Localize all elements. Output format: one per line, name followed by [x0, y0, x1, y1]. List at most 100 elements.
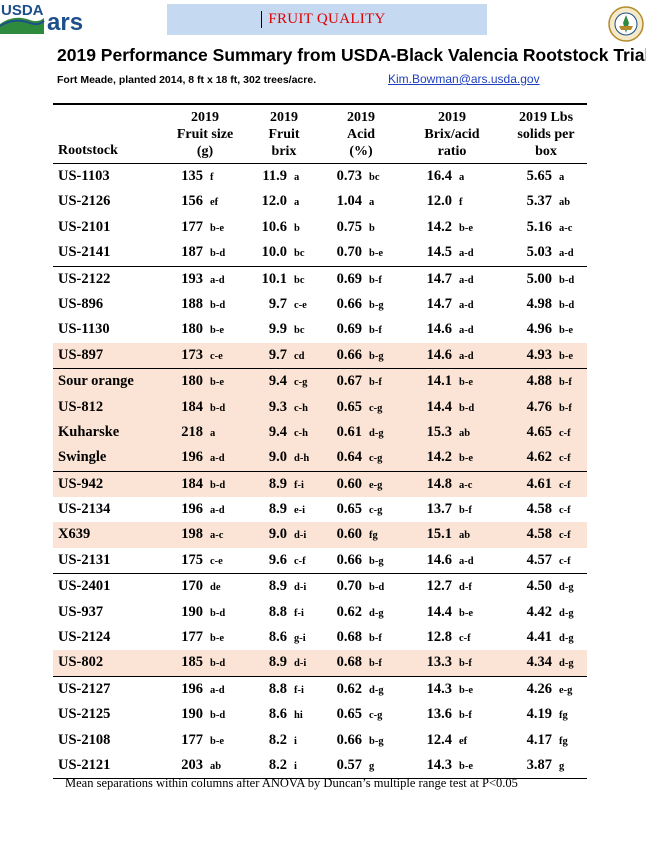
- cell-fruit-size: 173 c-e: [165, 347, 223, 364]
- cell-letter-group: f-i: [294, 479, 304, 491]
- cell-brix-acid-ratio: 14.4 b-e: [418, 604, 473, 621]
- cell-brix-acid-ratio: 13.3 b-f: [418, 654, 472, 671]
- cell-letter-group: c-f: [559, 555, 571, 567]
- cell-value: 15.3: [426, 423, 452, 440]
- cell-value: 0.69: [336, 270, 362, 287]
- cell-lbs-solids: 4.98 b-d: [518, 296, 575, 313]
- cell-letter-group: d-g: [559, 633, 574, 645]
- cell-fruit-brix: 8.9 e-i: [255, 501, 305, 518]
- cell-value: 177: [181, 629, 203, 646]
- cell-fruit-size: 135 f: [165, 168, 213, 185]
- cell-fruit-size: 170 de: [165, 578, 220, 595]
- cell-letter-group: d-g: [369, 427, 384, 439]
- cell-letter-group: b-e: [459, 607, 473, 619]
- contact-email-link[interactable]: Kim.Bowman@ars.usda.gov: [388, 72, 540, 86]
- cell-value: 9.0: [268, 449, 287, 466]
- cell-lbs-solids: 3.87 g: [518, 757, 565, 774]
- cell-letter-group: bc: [294, 325, 305, 337]
- header-line: 2019 Lbs: [518, 110, 574, 125]
- cell-value: 14.3: [426, 680, 452, 697]
- cell-brix-acid-ratio: 16.4 a: [418, 168, 465, 185]
- header-line: 2019: [347, 110, 375, 125]
- cell-fruit-size: 203 ab: [165, 757, 221, 774]
- rootstock-name: US-2101: [58, 218, 111, 235]
- cell-value: 187: [181, 244, 203, 261]
- cell-value: 12.4: [426, 731, 452, 748]
- cell-fruit-size: 184 b-d: [165, 476, 225, 493]
- cell-fruit-brix: 8.9 f-i: [255, 476, 304, 493]
- cell-letter-group: b-d: [210, 402, 226, 414]
- cell-value: 9.0: [268, 526, 287, 543]
- cell-letter-group: b-e: [459, 760, 473, 772]
- cell-value: 196: [181, 501, 203, 518]
- cell-brix-acid-ratio: 14.7 a-d: [418, 271, 474, 288]
- cell-fruit-size: 180 b-e: [165, 373, 224, 390]
- cell-letter-group: c-f: [459, 633, 471, 645]
- cell-value: 196: [181, 680, 203, 697]
- cell-letter-group: c-f: [559, 530, 571, 542]
- table-row: US-1103 135 f 11.9 a 0.73 bc 16.4 a 5.65 a: [53, 164, 587, 189]
- cell-value: 9.7: [268, 295, 287, 312]
- table-row: US-1130 180 b-e 9.9 bc 0.69 b-f 14.6 a-d 4.96 b-e: [53, 317, 587, 342]
- cell-fruit-brix: 8.9 d-i: [255, 578, 306, 595]
- cell-letter-group: a: [559, 172, 565, 183]
- cell-acid: 0.68 b-f: [328, 654, 382, 671]
- cell-value: 198: [181, 526, 203, 543]
- cell-letter-group: d-g: [369, 607, 384, 619]
- cell-letter-group: a: [210, 427, 216, 439]
- row-group: US-2127 196 a-d 8.8 f-i 0.62 d-g 14.3 b-e 4.26 e-g…: [53, 677, 587, 779]
- cell-letter-group: cd: [294, 350, 305, 362]
- cell-value: 14.3: [426, 756, 452, 773]
- cell-letter-group: b-e: [459, 684, 473, 696]
- cell-letter-group: e-g: [559, 684, 573, 696]
- cell-value: 5.16: [526, 218, 552, 235]
- cell-value: 0.73: [336, 168, 362, 184]
- cell-value: 12.7: [426, 578, 452, 595]
- table-row: US-2124 177 b-e 8.6 g-i 0.68 b-f 12.8 c-f 4.41 d-g: [53, 625, 587, 650]
- cell-letter-group: b-d: [559, 274, 575, 286]
- cell-acid: 0.65 c-g: [328, 501, 383, 518]
- cell-letter-group: d-g: [559, 582, 574, 594]
- rootstock-name: US-1130: [58, 321, 110, 338]
- table-row: US-2134 196 a-d 8.9 e-i 0.65 c-g 13.7 b-f 4.58 c-f: [53, 497, 587, 522]
- cell-value: 177: [181, 731, 203, 748]
- table-row: US-937 190 b-d 8.8 f-i 0.62 d-g 14.4 b-e 4.42 d-g: [53, 600, 587, 625]
- col-header-rootstock: Rootstock: [58, 143, 118, 158]
- cell-acid: 1.04 a: [328, 193, 375, 210]
- cell-letter-group: fg: [559, 710, 568, 722]
- rootstock-name: US-2131: [58, 551, 111, 568]
- cell-brix-acid-ratio: 14.5 a-d: [418, 244, 474, 261]
- cell-value: 184: [181, 398, 203, 415]
- header-line: Acid: [347, 127, 375, 142]
- table-row: US-2127 196 a-d 8.8 f-i 0.62 d-g 14.3 b-e 4.26 e-g: [53, 677, 587, 702]
- cell-lbs-solids: 5.65 a: [518, 168, 565, 185]
- header-line: Fruit size: [176, 127, 234, 142]
- svg-text:USDA: USDA: [1, 2, 44, 19]
- cell-value: 0.65: [336, 398, 362, 415]
- cell-letter-group: bc: [294, 248, 305, 260]
- cell-value: 0.68: [336, 629, 362, 646]
- cell-brix-acid-ratio: 14.8 a-c: [418, 476, 473, 493]
- cell-letter-group: b-f: [459, 710, 472, 722]
- cell-fruit-size: 190 b-d: [165, 604, 225, 621]
- cell-lbs-solids: 4.19 fg: [518, 706, 568, 723]
- cell-value: 5.03: [526, 244, 552, 261]
- cell-acid: 0.70 b-e: [328, 244, 383, 261]
- rootstock-name: US-2127: [58, 680, 111, 697]
- cell-value: 0.66: [336, 346, 362, 363]
- cell-fruit-size: 188 b-d: [165, 296, 225, 313]
- table-header: Rootstock 2019 Fruit size (g) 2019 Fruit bri…: [53, 105, 587, 164]
- cell-fruit-brix: 11.9 a: [255, 168, 299, 185]
- cell-value: 8.6: [268, 706, 287, 723]
- cell-value: 15.1: [426, 526, 452, 543]
- cell-value: 14.2: [426, 449, 452, 466]
- cell-lbs-solids: 4.93 b-e: [518, 347, 573, 364]
- cell-letter-group: f-i: [294, 684, 304, 696]
- rootstock-name: US-937: [58, 603, 104, 620]
- cell-letter-group: a-c: [210, 530, 224, 542]
- cell-value: 8.2: [268, 731, 287, 748]
- cell-fruit-size: 177 b-e: [165, 219, 224, 236]
- table-row: Sour orange 180 b-e 9.4 c-g 0.67 b-f 14.1 b-e 4.8…: [53, 369, 587, 395]
- cell-brix-acid-ratio: 14.7 a-d: [418, 296, 474, 313]
- cell-value: 14.4: [426, 603, 452, 620]
